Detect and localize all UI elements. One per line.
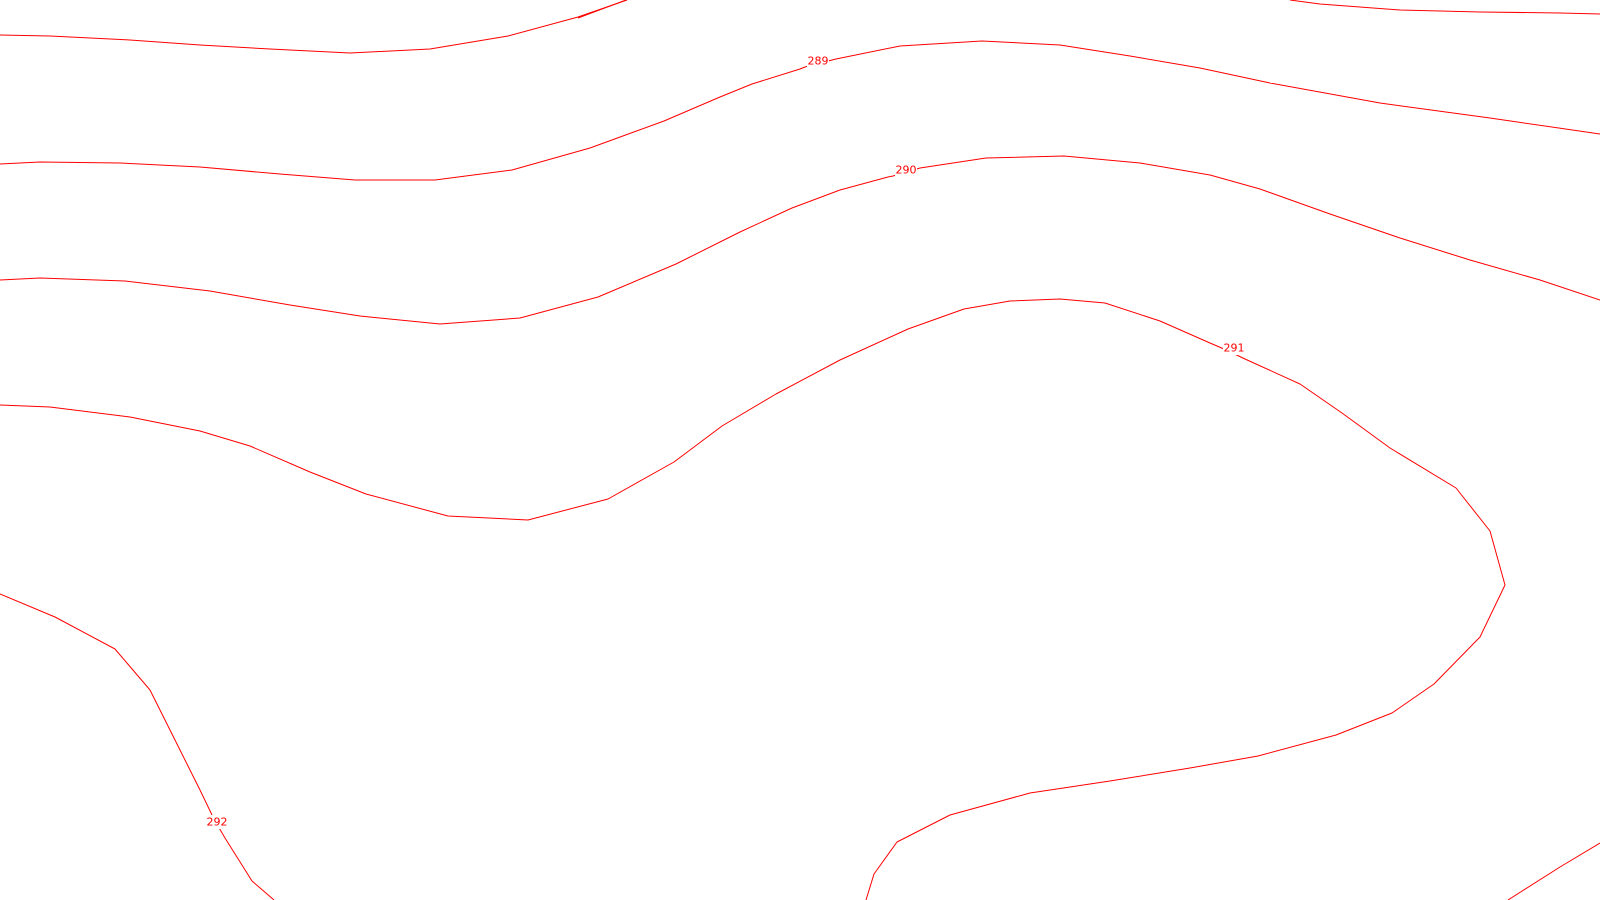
contour-line-top-right (1289, 0, 1600, 15)
contour-label-289-text: 289 (808, 55, 829, 68)
contour-label-290: 290 (895, 163, 917, 177)
contour-line-top-left-arc (0, 0, 628, 54)
contour-line-bottom-right (1507, 842, 1600, 900)
contour-line-291 (0, 298, 1506, 900)
contour-label-289: 289 (807, 54, 829, 68)
contour-labels: 289 290 291 292 (206, 54, 1245, 829)
contour-line-289 (0, 40, 1600, 181)
contour-label-292-text: 292 (207, 816, 228, 829)
contour-line-290 (0, 155, 1600, 325)
contour-label-291-text: 291 (1224, 342, 1245, 355)
contour-label-291: 291 (1223, 341, 1245, 355)
contour-label-292: 292 (206, 815, 228, 829)
contour-label-290-text: 290 (896, 164, 917, 177)
contour-line-292 (0, 593, 275, 900)
